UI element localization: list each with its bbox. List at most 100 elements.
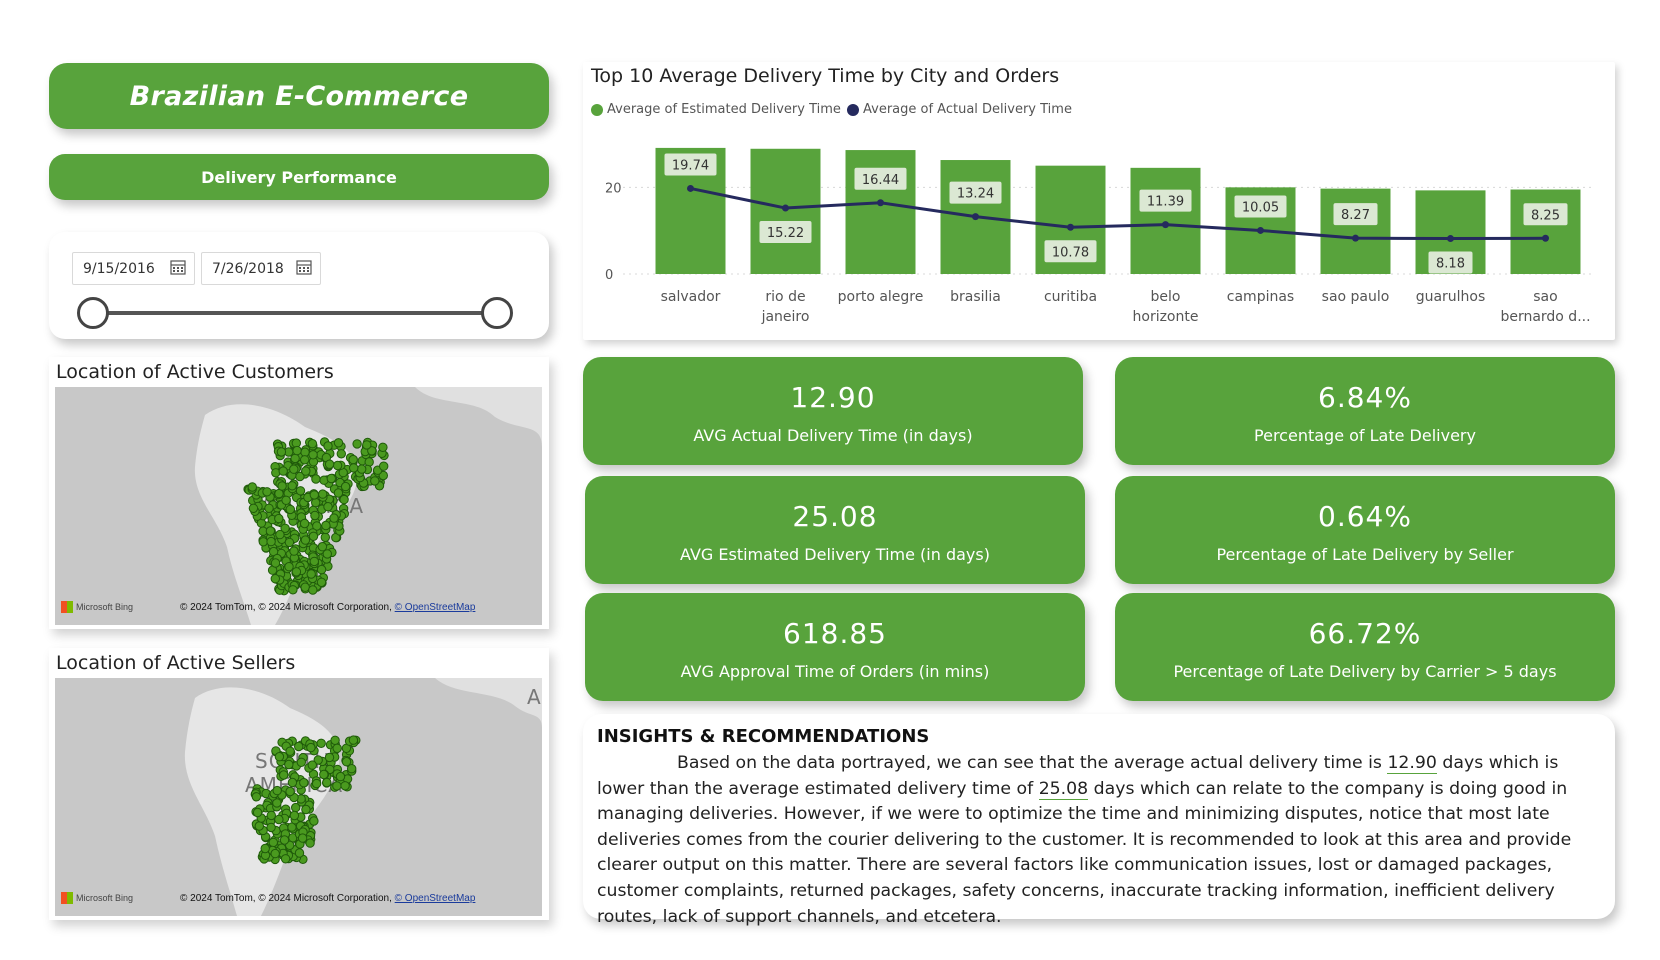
location-dot bbox=[308, 585, 318, 595]
legend-label-estimated: Average of Estimated Delivery Time bbox=[607, 102, 841, 117]
kpi-label: Percentage of Late Delivery bbox=[1254, 426, 1476, 445]
location-dot bbox=[357, 464, 367, 474]
date-slider-start-handle[interactable] bbox=[77, 297, 109, 329]
location-dot bbox=[317, 542, 328, 552]
location-dot bbox=[323, 502, 333, 512]
copyright-text: © 2024 TomTom, © 2024 Microsoft Corporat… bbox=[180, 602, 475, 613]
data-label-box bbox=[1523, 203, 1568, 226]
date-slider-track[interactable] bbox=[92, 311, 497, 315]
customers-map-canvas: AMERICA bbox=[194, 387, 542, 625]
location-dot bbox=[367, 446, 377, 456]
bing-text: Microsoft Bing bbox=[76, 602, 134, 612]
location-dot bbox=[294, 741, 304, 752]
point-actual bbox=[1257, 226, 1264, 234]
legend-item-actual[interactable]: Average of Actual Delivery Time bbox=[847, 102, 1072, 117]
x-tick-label: porto alegre bbox=[838, 289, 924, 305]
legend-dot-estimated bbox=[591, 103, 603, 116]
location-dot bbox=[285, 786, 295, 797]
location-dot bbox=[309, 556, 319, 567]
location-dot bbox=[378, 442, 388, 452]
kpi-value: 618.85 bbox=[783, 617, 887, 650]
location-dot bbox=[285, 746, 295, 756]
location-dot bbox=[370, 476, 380, 486]
location-dot bbox=[266, 536, 276, 547]
kpi-card-late-delivery-seller: 0.64% Percentage of Late Delivery by Sel… bbox=[1115, 476, 1615, 584]
location-dot bbox=[254, 821, 265, 831]
location-dot bbox=[287, 481, 297, 491]
data-label: 10.78 bbox=[1052, 245, 1089, 260]
location-dot bbox=[272, 785, 282, 796]
date-slider-end-handle[interactable] bbox=[481, 297, 513, 329]
data-label-box bbox=[1234, 195, 1287, 218]
point-actual bbox=[972, 213, 979, 221]
bar-estimated bbox=[1510, 189, 1581, 274]
location-dot bbox=[297, 833, 308, 843]
location-dot bbox=[341, 757, 352, 767]
kpi-value: 0.64% bbox=[1318, 500, 1412, 533]
kpi-value: 66.72% bbox=[1308, 617, 1422, 650]
location-dot bbox=[288, 585, 298, 595]
seller-location-dots bbox=[250, 735, 361, 865]
location-dot bbox=[276, 447, 287, 457]
bing-text: Microsoft Bing bbox=[76, 893, 134, 903]
openstreetmap-link[interactable]: © OpenStreetMap bbox=[394, 893, 476, 904]
kpi-value: 12.90 bbox=[790, 381, 876, 414]
location-dot bbox=[260, 843, 270, 854]
location-dot bbox=[301, 804, 311, 815]
microsoft-logo-icon bbox=[61, 892, 73, 904]
insights-text: Based on the data portrayed, we can see … bbox=[677, 753, 1388, 773]
point-actual bbox=[782, 204, 789, 212]
location-dot bbox=[322, 549, 332, 559]
location-dot bbox=[289, 810, 300, 821]
location-dot bbox=[295, 486, 306, 496]
location-dot bbox=[266, 822, 276, 833]
x-tick-label: guarulhos bbox=[1416, 289, 1486, 305]
y-tick-label: 20 bbox=[605, 181, 622, 196]
location-dot bbox=[329, 513, 339, 523]
location-dot bbox=[289, 464, 299, 474]
kpi-card-avg-estimated-delivery: 25.08 AVG Estimated Delivery Time (in da… bbox=[585, 476, 1085, 584]
location-dot bbox=[379, 461, 389, 471]
insights-text: days which can relate to the company is … bbox=[597, 778, 1572, 927]
location-dot bbox=[280, 523, 290, 534]
sellers-map-canvas: SOUTH AMERICA A bbox=[184, 678, 542, 916]
chart-plot: 0 20 19.74 15.22 16.44 13.24 10.78 11.39 10.05 8.… bbox=[605, 147, 1595, 325]
x-tick-label: salvador bbox=[661, 289, 721, 305]
calendar-icon[interactable] bbox=[170, 259, 186, 275]
location-dot bbox=[348, 735, 359, 745]
start-date-input[interactable]: 9/15/2016 bbox=[72, 252, 195, 285]
sellers-map[interactable]: SOUTH AMERICA A Microsoft Bing © 2024 To… bbox=[55, 678, 542, 916]
insights-text: days which is lower than the average est… bbox=[597, 753, 1559, 799]
legend-item-estimated[interactable]: Average of Estimated Delivery Time bbox=[591, 102, 841, 117]
location-dot bbox=[266, 810, 277, 821]
location-dot bbox=[331, 532, 341, 543]
data-label: 10.05 bbox=[1242, 200, 1279, 215]
location-dot bbox=[270, 558, 281, 568]
location-dot bbox=[287, 777, 298, 788]
customers-map[interactable]: AMERICA Microsoft Bing © 2024 TomTom, © … bbox=[55, 387, 542, 625]
location-dot bbox=[332, 743, 342, 754]
location-dot bbox=[299, 518, 310, 529]
dashboard-title: Brazilian E-Commerce bbox=[129, 80, 469, 112]
location-dot bbox=[291, 567, 302, 577]
location-dot bbox=[272, 798, 282, 808]
bar-estimated bbox=[1130, 167, 1201, 274]
location-dot bbox=[296, 757, 307, 768]
end-date-input[interactable]: 7/26/2018 bbox=[201, 252, 321, 285]
openstreetmap-link[interactable]: © OpenStreetMap bbox=[394, 602, 476, 613]
location-dot bbox=[324, 459, 335, 469]
location-dot bbox=[300, 455, 310, 465]
location-dot bbox=[284, 562, 294, 572]
end-date-value: 7/26/2018 bbox=[212, 261, 284, 277]
data-label: 11.39 bbox=[1147, 195, 1184, 210]
x-tick-label: rio de bbox=[765, 289, 805, 305]
location-dot bbox=[362, 440, 372, 450]
location-dot bbox=[324, 752, 335, 763]
location-dot bbox=[306, 742, 316, 753]
location-dot bbox=[300, 535, 311, 545]
x-tick-label: brasilia bbox=[950, 289, 1001, 305]
location-dot bbox=[336, 449, 346, 459]
page-navigation-button[interactable]: Delivery Performance bbox=[49, 154, 549, 200]
calendar-icon[interactable] bbox=[296, 259, 312, 275]
kpi-label: AVG Actual Delivery Time (in days) bbox=[693, 426, 973, 445]
